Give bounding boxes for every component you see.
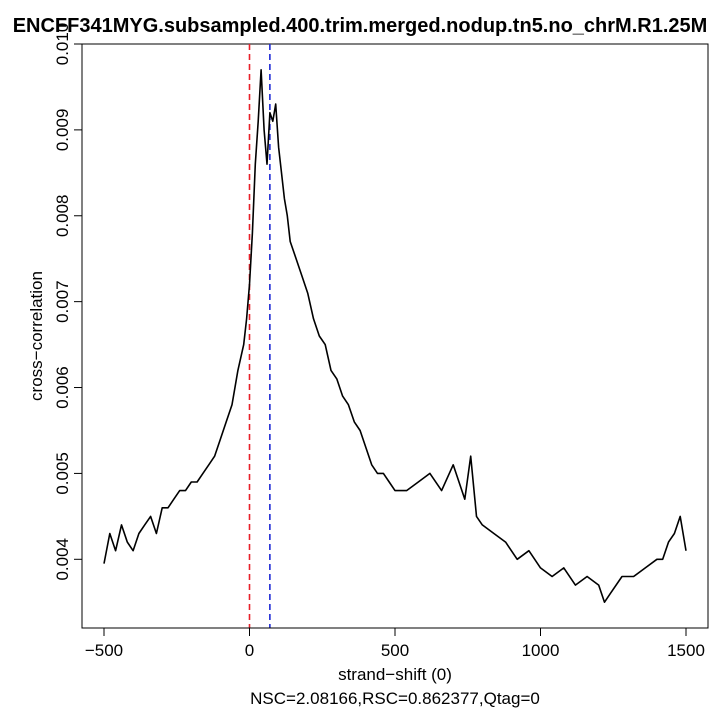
x-tick-label: 0 (245, 641, 254, 660)
plot-frame (81, 43, 709, 629)
x-tick-label: 1500 (667, 641, 705, 660)
x-tick-label: 1000 (522, 641, 560, 660)
y-tick-label: 0.005 (53, 452, 72, 495)
y-tick-label: 0.006 (53, 366, 72, 409)
chart-subtitle: NSC=2.08166,RSC=0.862377,Qtag=0 (250, 689, 540, 708)
y-tick-label: 0.008 (53, 194, 72, 237)
y-tick-label: 0.004 (53, 538, 72, 581)
y-axis-label: cross−correlation (27, 271, 46, 401)
y-tick-label: 0.010 (53, 23, 72, 66)
x-axis: −500 0 500 1000 1500 (85, 627, 705, 660)
x-tick-label: −500 (85, 641, 123, 660)
chart-title: ENCFF341MYG.subsampled.400.trim.merged.n… (13, 15, 708, 37)
series-line (103, 69, 687, 603)
y-tick-label: 0.007 (53, 280, 72, 323)
reference-lines (248, 44, 271, 628)
x-tick-label: 500 (381, 641, 409, 660)
y-tick-label: 0.009 (53, 109, 72, 152)
y-axis: 0.004 0.005 0.006 0.007 0.008 0.009 0.010 (53, 23, 83, 581)
x-axis-label: strand−shift (0) (338, 665, 452, 684)
